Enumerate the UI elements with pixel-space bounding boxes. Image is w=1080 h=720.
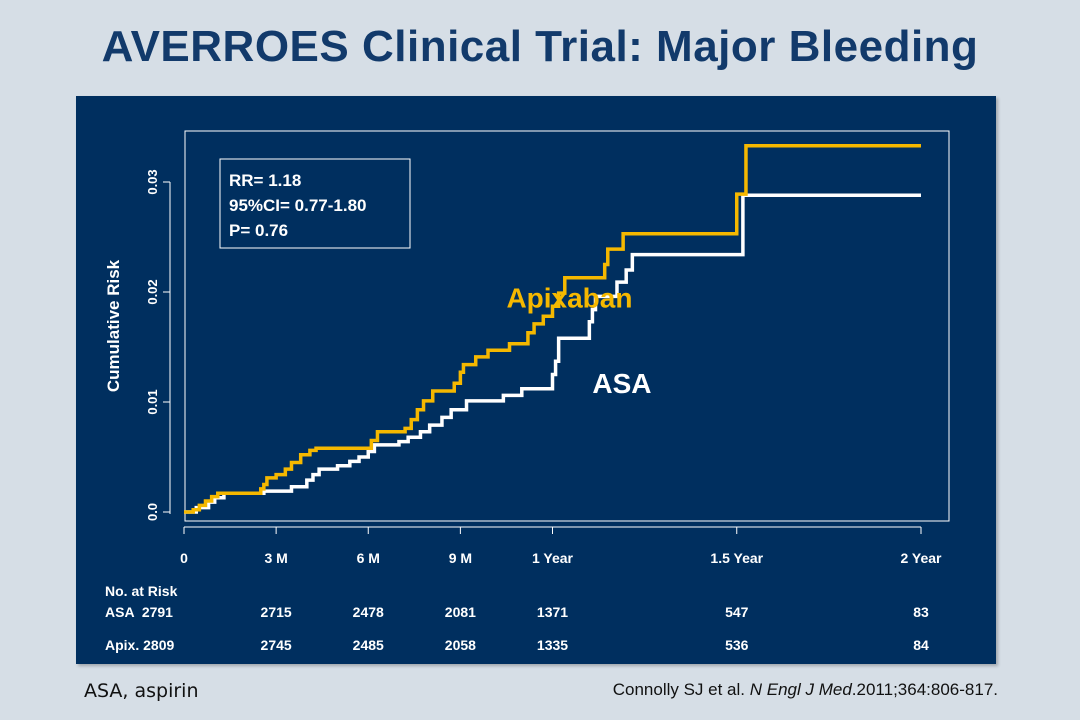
at-risk-table: No. at Risk ASA 2791 Apix. 2809 2715 2478…: [105, 583, 929, 653]
at-risk-value: 2081: [445, 604, 476, 620]
series-line-apixaban: [184, 143, 921, 514]
stats-rr: RR= 1.18: [229, 171, 301, 190]
x-tick-label: 3 M: [264, 550, 287, 566]
at-risk-value: 2478: [353, 604, 384, 620]
stats-box-frame: [219, 158, 411, 249]
at-risk-heading: No. at Risk: [105, 583, 178, 599]
x-tick-label: 0: [180, 550, 188, 566]
at-risk-row-label: ASA 2791: [105, 604, 173, 620]
at-risk-value: 83: [913, 604, 929, 620]
series-label-asa: ASA: [592, 368, 651, 399]
series-line-asa: [184, 193, 921, 514]
km-chart: 0.0 0.01 0.02 0.03 0 3 M 6 M 9 M 1 Year 1.5 Year…: [104, 130, 950, 653]
at-risk-value: 1335: [537, 637, 568, 653]
at-risk-value: 536: [725, 637, 749, 653]
chart-panel: 0.0 0.01 0.02 0.03 0 3 M 6 M 9 M 1 Year 1.5 Year…: [76, 96, 996, 664]
citation: Connolly SJ et al. N Engl J Med.2011;364…: [613, 680, 998, 700]
at-risk-value: 1371: [537, 604, 568, 620]
x-tick-label: 1.5 Year: [710, 550, 763, 566]
y-tick-label: 0.02: [145, 279, 160, 304]
at-risk-value: 84: [913, 637, 929, 653]
at-risk-value: 2485: [353, 637, 384, 653]
series-label-apixaban: Apixaban: [506, 282, 632, 313]
x-tick-label: 9 M: [449, 550, 472, 566]
x-tick-label: 1 Year: [532, 550, 574, 566]
x-tick-label: 2 Year: [900, 550, 942, 566]
at-risk-value: 2058: [445, 637, 476, 653]
x-tick-label: 6 M: [357, 550, 380, 566]
y-axis-label: Cumulative Risk: [104, 259, 123, 392]
citation-authors: Connolly SJ et al.: [612, 680, 746, 699]
citation-journal: N Engl J Med: [749, 680, 852, 699]
y-tick-label: 0.03: [145, 169, 160, 194]
at-risk-row-label: Apix. 2809: [105, 637, 174, 653]
at-risk-value: 2745: [261, 637, 292, 653]
stats-p: P= 0.76: [229, 221, 288, 240]
at-risk-value: 547: [725, 604, 749, 620]
y-tick-label: 0.01: [145, 389, 160, 414]
at-risk-value: 2715: [261, 604, 292, 620]
stats-box: RR= 1.18 95%CI= 0.77-1.80 P= 0.76: [219, 158, 411, 249]
plot-frame: [184, 130, 950, 522]
stats-ci: 95%CI= 0.77-1.80: [229, 196, 367, 215]
footnote: ASA, aspirin: [84, 680, 199, 702]
slide-title: AVERROES Clinical Trial: Major Bleeding: [101, 22, 979, 71]
y-tick-label: 0.0: [145, 503, 160, 521]
citation-details: .2011;364:806-817.: [851, 680, 998, 699]
